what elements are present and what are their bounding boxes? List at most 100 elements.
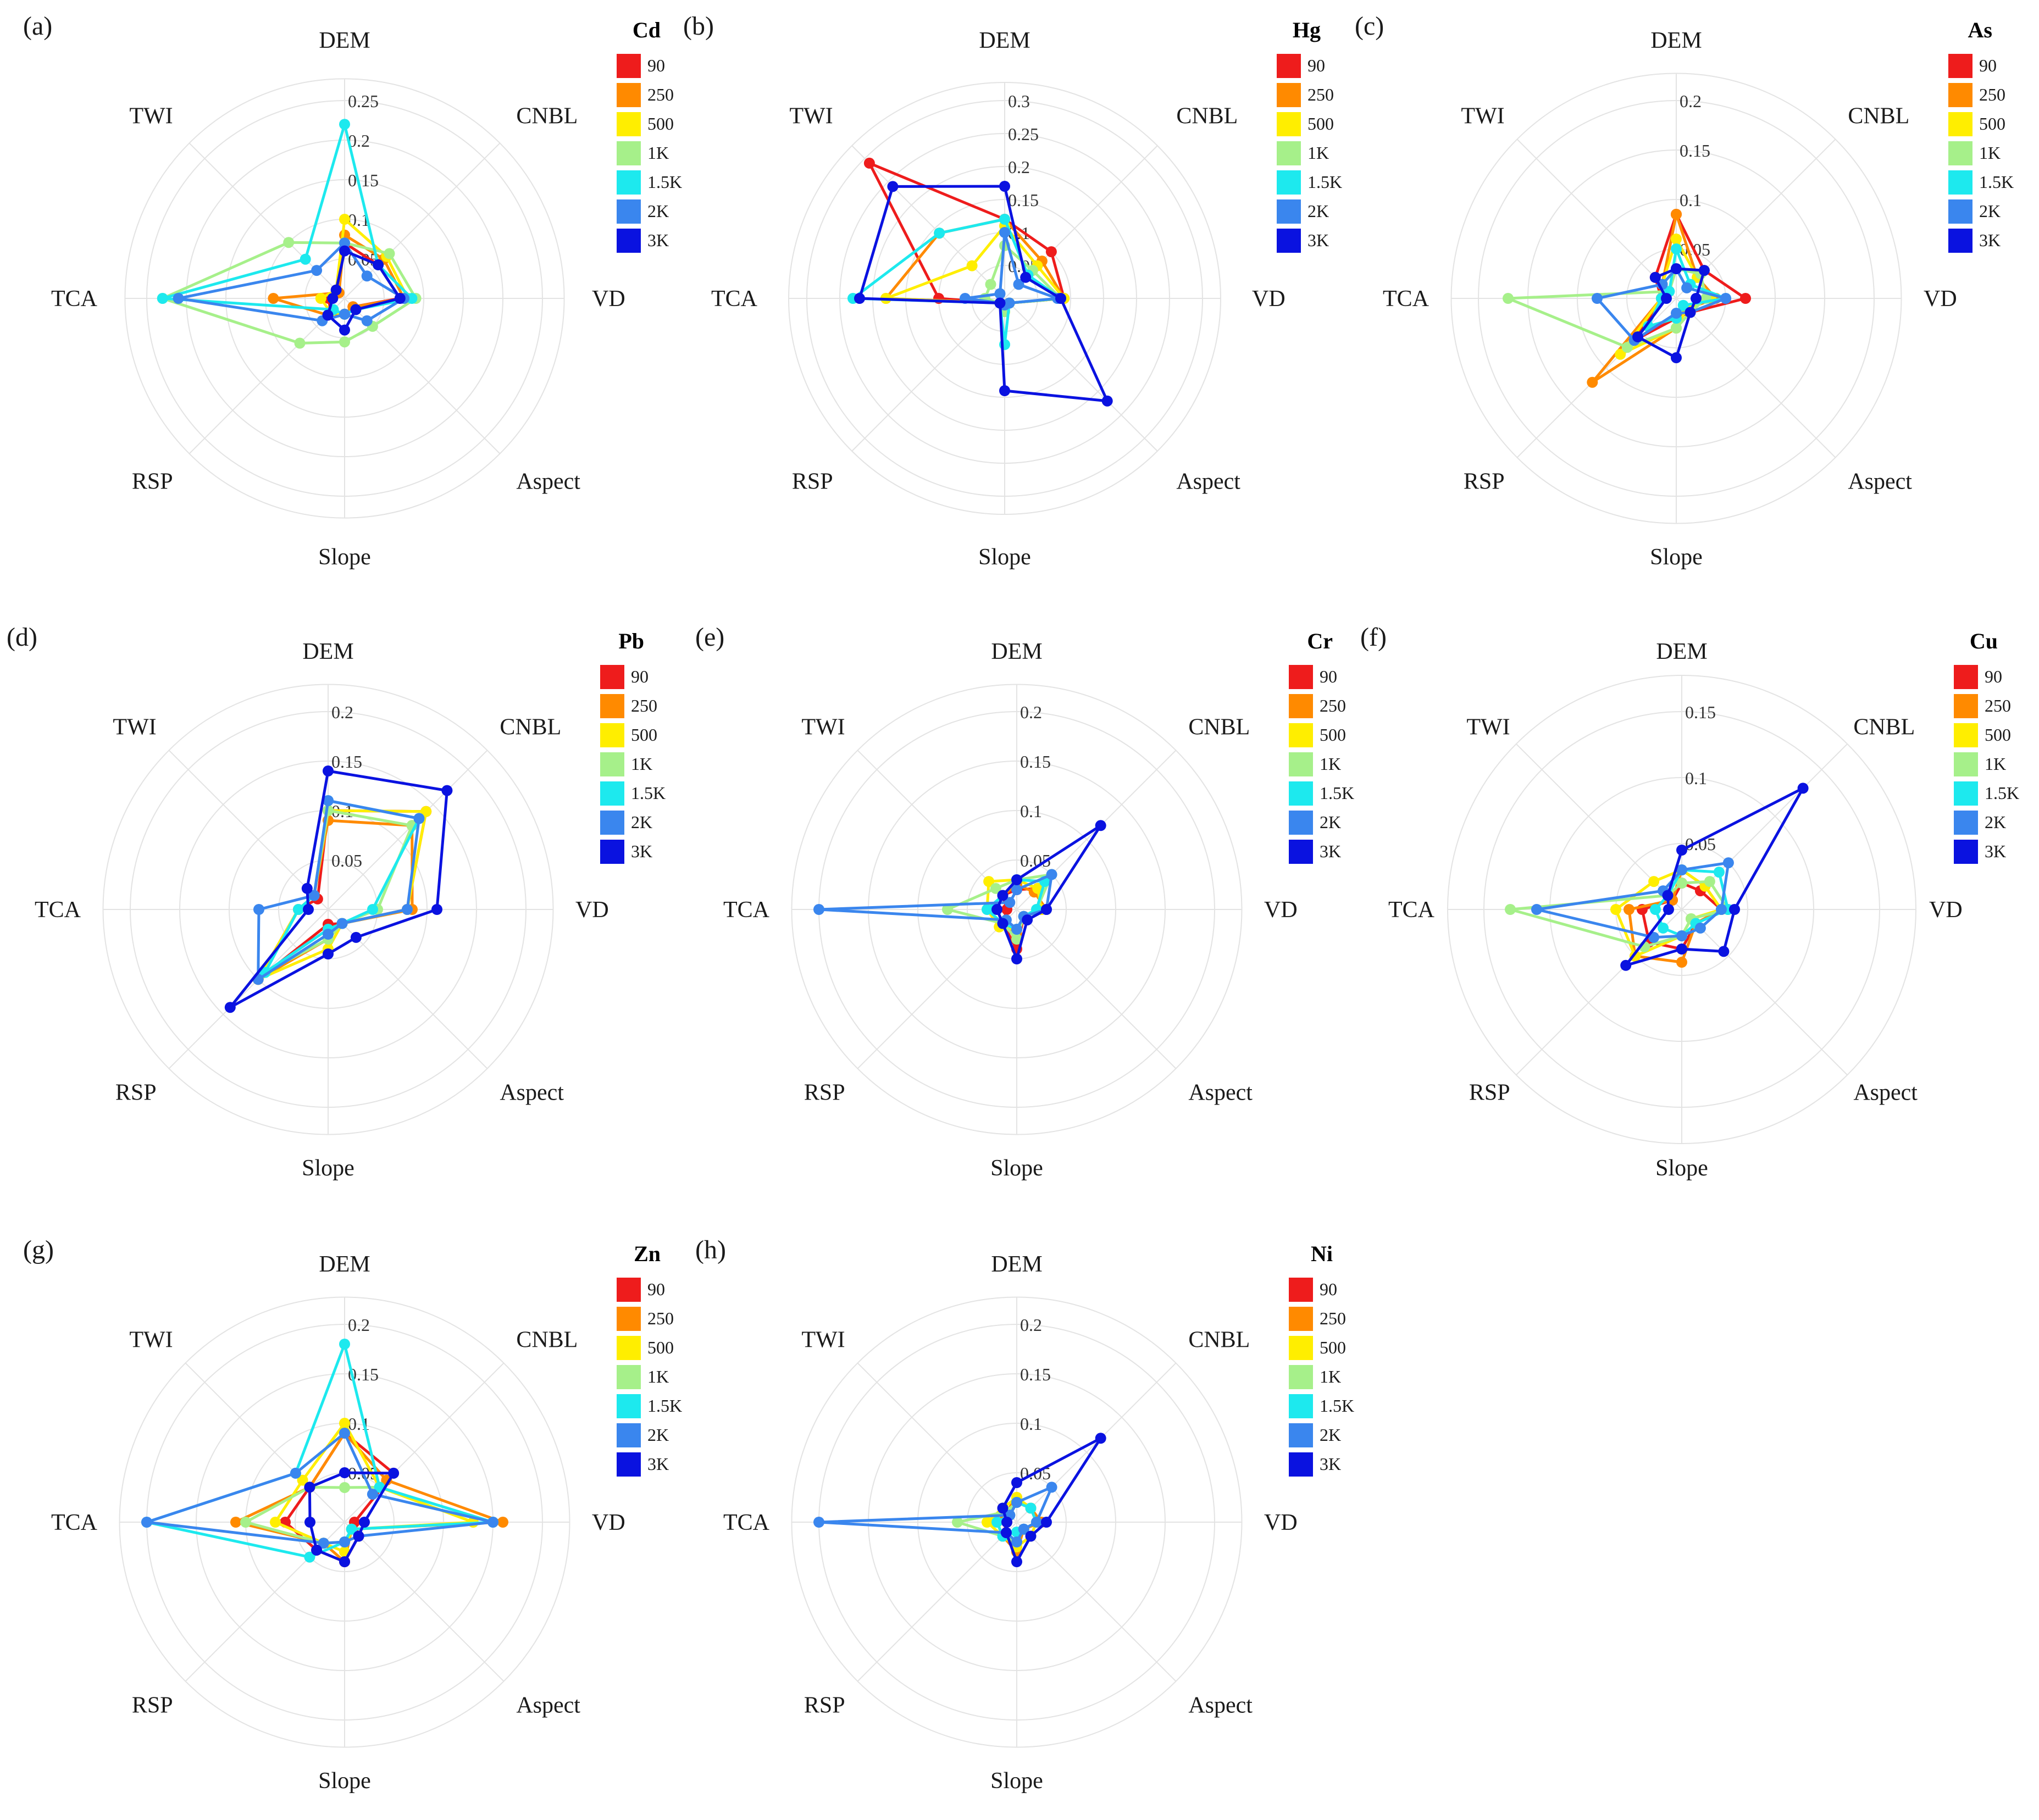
data-point-vd	[406, 293, 418, 304]
data-point-tca	[173, 293, 184, 304]
tick-label: 0.2	[1680, 91, 1702, 111]
data-point-slope	[1671, 352, 1682, 363]
data-point-tca	[293, 904, 304, 915]
axis-label-tca: TCA	[51, 286, 98, 312]
legend-swatch	[617, 1365, 641, 1389]
axis-label-slope: Slope	[318, 545, 371, 570]
data-point-slope	[1676, 930, 1687, 941]
axis-label-twi: TWI	[129, 104, 173, 129]
legend-title: Zn	[634, 1241, 661, 1266]
legend-entry: 3K	[1320, 841, 1341, 861]
legend-swatch	[617, 1336, 641, 1360]
legend-entry: 500	[1985, 725, 2011, 745]
legend-entry: 1.5K	[1979, 172, 2014, 192]
legend-swatch	[1289, 781, 1313, 806]
legend-swatch	[617, 229, 641, 253]
data-point-cnbl	[373, 259, 384, 270]
series-line-1-5k	[161, 123, 413, 316]
tick-label: 0.15	[1008, 190, 1039, 210]
legend-swatch	[1948, 199, 1972, 224]
data-point-tca	[991, 1517, 1002, 1528]
data-point-rsp	[294, 337, 306, 349]
data-point-cnbl	[1013, 279, 1024, 290]
radar-panel-cr: DEMCNBLVDAspectSlopeRSPTCATWI0.050.10.15…	[695, 623, 1354, 1181]
data-point-cnbl	[1713, 867, 1725, 878]
data-point-twi	[990, 883, 1001, 894]
data-point-slope	[1011, 924, 1022, 935]
data-point-aspect	[1018, 1523, 1029, 1535]
legend-title: As	[1968, 18, 1992, 42]
legend-swatch	[1954, 694, 1978, 718]
axis-label-dem: DEM	[302, 639, 353, 664]
legend-entry: 2K	[631, 812, 652, 832]
tick-label: 0.25	[1008, 124, 1039, 144]
data-point-vd	[402, 904, 413, 915]
legend-entry: 90	[647, 56, 665, 75]
legend-entry: 250	[647, 1308, 674, 1328]
legend-swatch	[1289, 665, 1313, 689]
legend-swatch	[1289, 1423, 1313, 1447]
legend-entry: 1K	[1985, 754, 2006, 774]
legend-swatch	[1289, 1452, 1313, 1477]
data-point-rsp	[1587, 376, 1598, 388]
data-point-aspect	[1694, 922, 1706, 934]
legend-entry: 2K	[1320, 812, 1341, 832]
axis-label-aspect: Aspect	[1176, 469, 1240, 494]
data-point-tca	[1531, 904, 1542, 915]
legend-entry: 1.5K	[1985, 783, 2019, 803]
axis-spoke	[1016, 1522, 1177, 1682]
data-point-cnbl	[441, 785, 453, 796]
axis-label-slope: Slope	[978, 545, 1031, 570]
axis-label-tca: TCA	[1383, 286, 1429, 312]
axis-label-twi: TWI	[1466, 715, 1510, 740]
legend-entry: 3K	[1985, 841, 2006, 861]
data-point-slope	[1676, 957, 1687, 968]
data-point-slope	[1011, 1536, 1022, 1547]
axis-label-cnbl: CNBL	[1176, 104, 1238, 129]
data-point-twi	[934, 228, 945, 239]
data-point-twi	[311, 265, 323, 276]
axis-label-aspect: Aspect	[516, 469, 580, 494]
data-point-dem	[1676, 845, 1687, 856]
radar-panel-zn: DEMCNBLVDAspectSlopeRSPTCATWI0.050.10.15…	[23, 1235, 682, 1794]
legend-entry: 1K	[647, 1367, 669, 1386]
axis-spoke	[168, 909, 329, 1069]
legend-swatch	[1948, 170, 1972, 195]
data-point-aspect	[346, 1523, 357, 1535]
axis-label-rsp: RSP	[804, 1080, 845, 1105]
legend-entry: 1K	[631, 754, 652, 774]
tick-label: 0.15	[348, 170, 379, 190]
axis-label-twi: TWI	[789, 104, 833, 129]
data-point-twi	[1648, 876, 1660, 887]
axis-label-rsp: RSP	[132, 1693, 173, 1718]
tick-label: 0.2	[1020, 1315, 1042, 1335]
axis-label-cnbl: CNBL	[1853, 715, 1915, 740]
legend-swatch	[600, 811, 624, 835]
data-point-rsp	[1615, 348, 1626, 360]
axis-label-rsp: RSP	[804, 1693, 845, 1718]
data-point-tca	[813, 904, 824, 915]
tick-label: 0.05	[1685, 834, 1716, 854]
axis-label-slope: Slope	[990, 1768, 1043, 1794]
tick-label: 0.15	[1020, 1364, 1051, 1384]
legend-entry: 3K	[1320, 1454, 1341, 1474]
axis-label-twi: TWI	[801, 715, 845, 740]
legend-title: Hg	[1293, 18, 1321, 42]
axis-label-aspect: Aspect	[1853, 1080, 1918, 1105]
legend-entry: 1.5K	[647, 1396, 682, 1416]
legend-swatch	[617, 54, 641, 78]
legend-swatch	[1954, 840, 1978, 864]
data-point-twi	[308, 890, 320, 901]
data-point-twi	[1004, 897, 1016, 908]
axis-label-tca: TCA	[723, 897, 770, 923]
legend-entry: 90	[1985, 667, 2002, 686]
axis-label-tca: TCA	[1388, 897, 1435, 923]
data-point-cnbl	[1046, 869, 1057, 880]
data-point-tca	[268, 293, 279, 304]
data-point-dem	[339, 214, 350, 225]
data-point-tca	[304, 1517, 315, 1528]
radar-panel-hg: DEMCNBLVDAspectSlopeRSPTCATWI0.050.10.15…	[683, 12, 1342, 570]
legend-entry: 1.5K	[1320, 783, 1354, 803]
legend-entry: 90	[1320, 667, 1337, 686]
data-point-rsp	[997, 918, 1009, 929]
